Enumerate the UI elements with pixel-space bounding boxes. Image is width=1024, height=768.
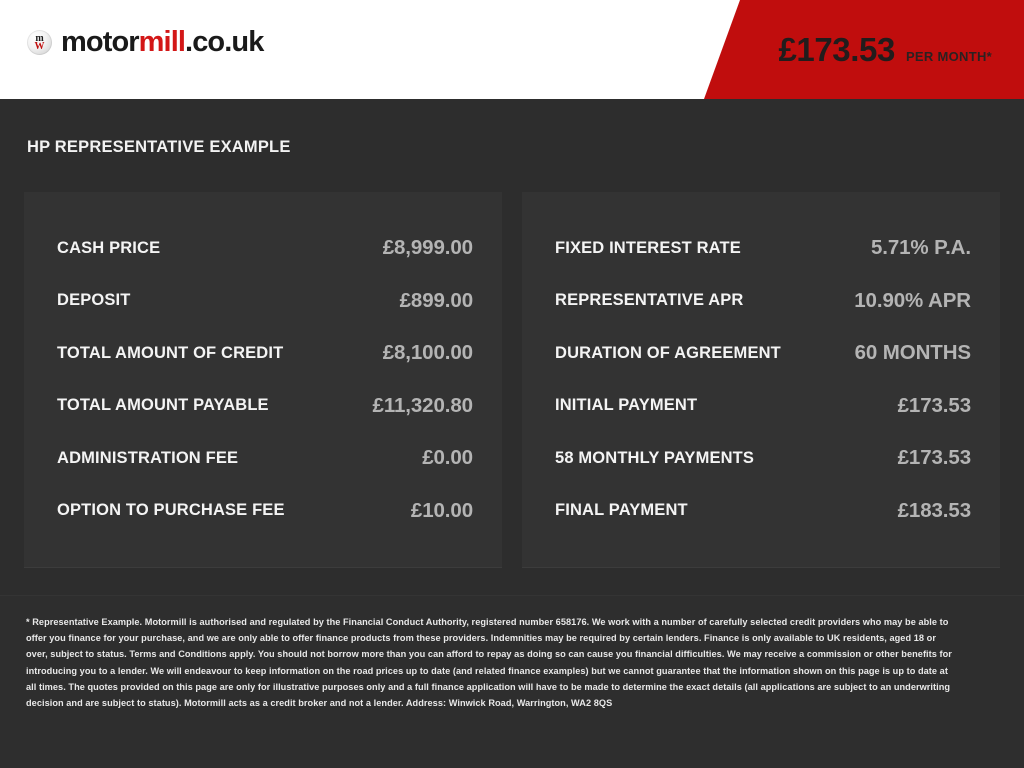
row-label: OPTION TO PURCHASE FEE <box>57 501 285 520</box>
brand-wordmark: motormill.co.uk <box>61 26 264 58</box>
brand-logo[interactable]: m W motormill.co.uk <box>27 26 264 58</box>
badge-letter-m: m <box>35 33 44 44</box>
table-row: DURATION OF AGREEMENT 60 MONTHS <box>555 327 971 380</box>
row-label: TOTAL AMOUNT PAYABLE <box>57 396 269 415</box>
row-label: ADMINISTRATION FEE <box>57 448 239 467</box>
row-value: £11,320.80 <box>372 393 474 417</box>
row-value: £8,100.00 <box>382 341 473 365</box>
monthly-price-block: £173.53 PER MONTH* <box>778 33 992 66</box>
disclaimer-text: * Representative Example. Motormill is a… <box>26 617 952 709</box>
row-label: DURATION OF AGREEMENT <box>555 343 781 362</box>
footer-disclaimer-section: * Representative Example. Motormill is a… <box>0 595 1024 768</box>
motormill-badge-icon: m W <box>27 30 52 55</box>
price-banner-shape <box>704 0 1024 99</box>
table-row: FINAL PAYMENT £183.53 <box>555 485 971 538</box>
table-row: ADMINISTRATION FEE £0.00 <box>57 432 473 485</box>
brand-text-part-3: .co.uk <box>185 26 264 58</box>
brand-text-part-2: mill <box>138 26 186 58</box>
table-row: DEPOSIT £899.00 <box>57 275 473 328</box>
brand-text-part-1: motor <box>61 26 140 58</box>
page-header: m W motormill.co.uk £173.53 PER MONTH* <box>0 0 1024 99</box>
table-row: INITIAL PAYMENT £173.53 <box>555 380 971 433</box>
row-label: FIXED INTEREST RATE <box>555 238 741 257</box>
table-row: FIXED INTEREST RATE 5.71% P.A. <box>555 222 971 275</box>
row-label: CASH PRICE <box>57 238 161 257</box>
row-value: 10.90% APR <box>854 288 971 312</box>
row-label: TOTAL AMOUNT OF CREDIT <box>57 343 284 362</box>
row-value: 5.71% P.A. <box>870 236 971 260</box>
row-label: INITIAL PAYMENT <box>555 396 698 415</box>
row-value: £173.53 <box>897 446 972 470</box>
table-row: OPTION TO PURCHASE FEE £10.00 <box>57 485 473 538</box>
badge-letter-w: W <box>34 41 45 52</box>
table-row: 58 MONTHLY PAYMENTS £173.53 <box>555 432 971 485</box>
finance-panel-left: CASH PRICE £8,999.00 DEPOSIT £899.00 TOT… <box>24 192 502 568</box>
row-value: £8,999.00 <box>382 236 473 260</box>
row-value: £183.53 <box>897 498 972 522</box>
page-title: HP REPRESENTATIVE EXAMPLE <box>27 138 291 156</box>
row-value: £0.00 <box>422 446 473 470</box>
row-label: DEPOSIT <box>57 291 131 310</box>
finance-details-panels: CASH PRICE £8,999.00 DEPOSIT £899.00 TOT… <box>24 192 1000 568</box>
row-value: £10.00 <box>410 498 473 522</box>
monthly-price-period: PER MONTH* <box>905 49 992 64</box>
table-row: REPRESENTATIVE APR 10.90% APR <box>555 275 971 328</box>
row-value: 60 MONTHS <box>854 341 972 365</box>
row-label: FINAL PAYMENT <box>555 501 688 520</box>
row-value: £899.00 <box>399 288 474 312</box>
row-label: REPRESENTATIVE APR <box>555 291 744 310</box>
table-row: TOTAL AMOUNT PAYABLE £11,320.80 <box>57 380 473 433</box>
monthly-price-amount: £173.53 <box>778 31 895 68</box>
table-row: TOTAL AMOUNT OF CREDIT £8,100.00 <box>57 327 473 380</box>
finance-panel-right: FIXED INTEREST RATE 5.71% P.A. REPRESENT… <box>522 192 1000 568</box>
row-label: 58 MONTHLY PAYMENTS <box>555 448 755 467</box>
table-row: CASH PRICE £8,999.00 <box>57 222 473 275</box>
row-value: £173.53 <box>897 393 972 417</box>
